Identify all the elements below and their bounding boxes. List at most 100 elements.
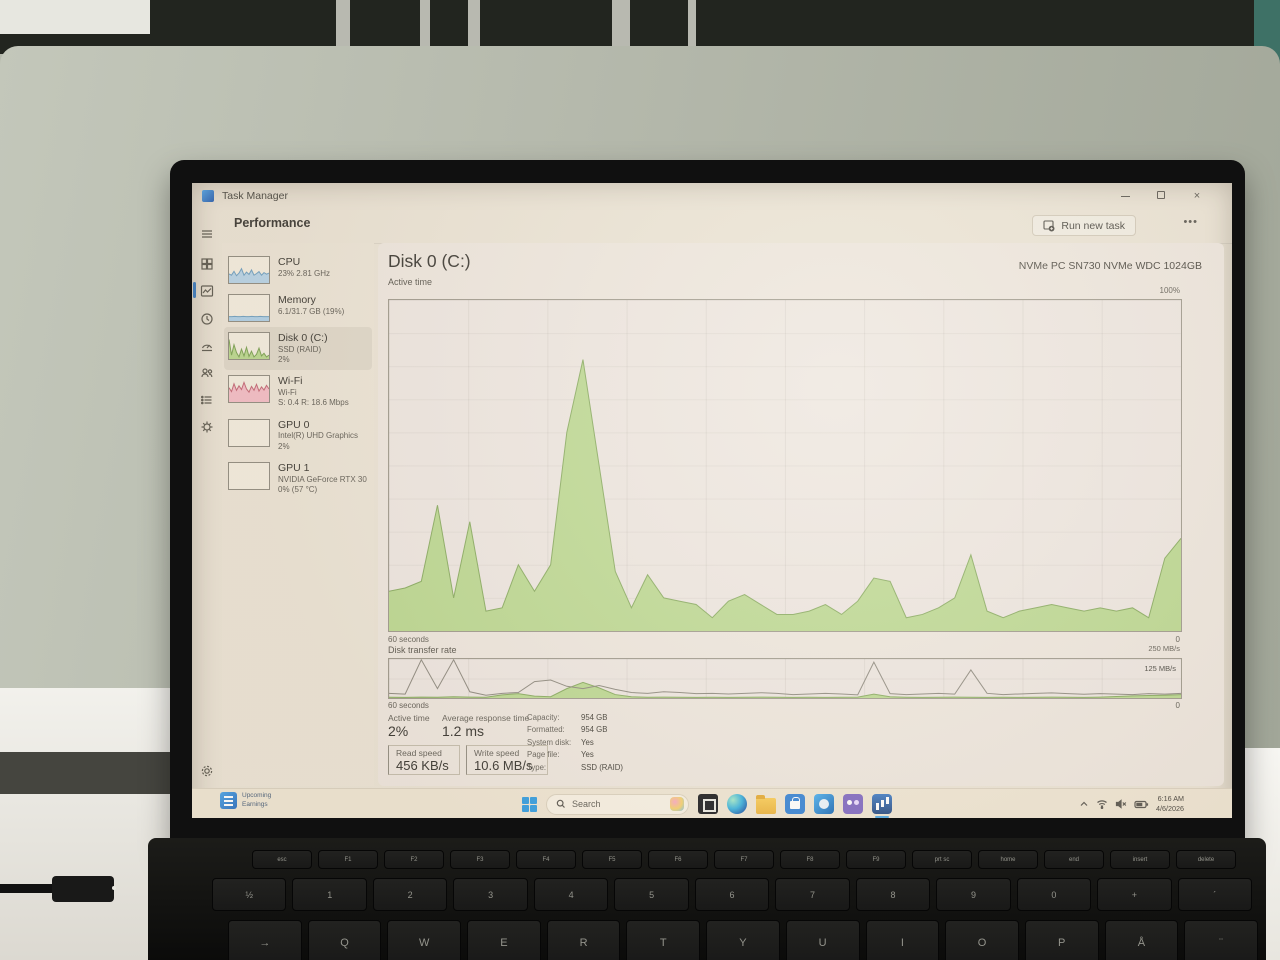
maximize-button[interactable] xyxy=(1154,190,1168,202)
desk-shadow xyxy=(0,752,184,794)
people-app-icon[interactable] xyxy=(843,794,863,814)
item-detail: 6.1/31.7 GB (19%) xyxy=(278,306,345,316)
tray-chevron-icon[interactable] xyxy=(1079,800,1089,808)
keyboard-key: end xyxy=(1044,850,1104,869)
stat-value: 456 KB/s xyxy=(396,758,449,773)
file-explorer-icon[interactable] xyxy=(756,795,776,814)
menu-icon[interactable] xyxy=(200,227,214,241)
run-new-task-button[interactable]: Run new task xyxy=(1032,215,1136,236)
keyboard-key: esc xyxy=(252,850,312,869)
table-row: Page file: Yes xyxy=(527,750,594,760)
search-box[interactable]: Search xyxy=(546,793,689,815)
startup-apps-icon[interactable] xyxy=(200,339,214,353)
blind-bar xyxy=(612,0,630,46)
keyboard-key: ½ xyxy=(212,878,287,911)
wifi-icon[interactable] xyxy=(1096,799,1108,809)
details-icon[interactable] xyxy=(200,393,214,407)
active-time-chart xyxy=(388,299,1182,632)
table-row: Formatted: 954 GB xyxy=(527,725,608,735)
laptop: Task Manager × Performance Run new task … xyxy=(170,160,1245,850)
tray-time: 6:16 AM xyxy=(1157,793,1184,803)
chart1-zero-label: 0 xyxy=(1175,635,1180,644)
taskbar: Upcoming Earnings Search xyxy=(192,788,1232,818)
sidebar-item-gpu1[interactable]: GPU 1 NVIDIA GeForce RTX 30 0% (57 °C) xyxy=(224,457,372,500)
clock[interactable]: 6:16 AM 4/6/2026 xyxy=(1156,794,1184,814)
stat-value: 10.6 MB/s xyxy=(474,758,533,773)
item-name: Disk 0 (C:) xyxy=(278,332,328,344)
more-options-button[interactable]: ••• xyxy=(1183,216,1198,228)
cpu-sparkline xyxy=(228,256,270,284)
keyboard-key: 3 xyxy=(453,878,528,911)
keyboard-row-function: esc F1 F2 F3 F4 F5 F6 F7 F8 F9 prt sc home end insert… xyxy=(252,850,1236,869)
item-detail2: 2% xyxy=(278,354,290,364)
keyboard-key: T xyxy=(626,920,701,960)
wifi-sparkline xyxy=(228,375,270,404)
widgets-icon xyxy=(220,792,237,810)
nav-rail xyxy=(192,209,222,788)
task-manager-taskbar-icon[interactable] xyxy=(872,794,892,818)
edge-icon[interactable] xyxy=(727,794,747,814)
page-title: Disk 0 (C:) xyxy=(388,251,471,271)
keyboard-key: F6 xyxy=(648,850,708,869)
performance-icon[interactable] xyxy=(200,284,214,298)
table-row: Type: SSD (RAID) xyxy=(527,762,624,772)
keyboard-key: W xyxy=(387,920,462,960)
widgets-button[interactable]: Upcoming Earnings xyxy=(220,792,271,810)
close-button[interactable]: × xyxy=(1193,190,1201,202)
keyboard-key: Å xyxy=(1104,920,1179,960)
keyboard-key: + xyxy=(1097,878,1172,911)
keyboard-key: Y xyxy=(706,920,780,960)
stat-read-speed: Read speed 456 KB/s xyxy=(388,745,460,775)
chart1-max-label: 100% xyxy=(1159,286,1180,295)
minimize-button[interactable] xyxy=(1118,190,1132,202)
titlebar: Task Manager xyxy=(192,183,1232,209)
keyboard-key: F2 xyxy=(384,850,444,869)
chart2-zero-label: 0 xyxy=(1175,701,1180,710)
keyboard-key: 2 xyxy=(372,878,448,911)
sidebar-item-gpu0[interactable]: GPU 0 Intel(R) UHD Graphics 2% xyxy=(224,414,372,457)
item-detail: Wi-Fi xyxy=(278,387,297,397)
charger-cable xyxy=(0,884,56,893)
laptop-screen: Task Manager × Performance Run new task … xyxy=(192,183,1232,818)
tray-date: 4/6/2026 xyxy=(1156,804,1184,813)
volume-muted-icon[interactable] xyxy=(1115,799,1127,809)
sidebar-item-memory[interactable]: Memory 6.1/31.7 GB (19%) xyxy=(224,289,372,327)
start-button[interactable] xyxy=(522,796,537,812)
app-history-icon[interactable] xyxy=(200,312,214,326)
keyboard-row-numbers: ½ 1 2 3 4 5 6 7 8 9 0 + ´ xyxy=(212,878,1253,911)
keyboard-key: E xyxy=(467,920,541,960)
keyboard-key: F5 xyxy=(582,850,642,869)
sidebar-item-cpu[interactable]: CPU 23% 2.81 GHz xyxy=(224,251,372,289)
table-row: Capacity: 954 GB xyxy=(527,713,608,722)
ceiling xyxy=(0,0,150,34)
keyboard-key: → xyxy=(228,920,302,960)
task-view-button[interactable] xyxy=(698,794,718,814)
keyboard-row-qwerty: → Q W E R T Y U I O P Å ¨ xyxy=(228,920,1258,960)
keyboard-key: F9 xyxy=(846,850,906,869)
keyboard-key: 4 xyxy=(533,878,609,911)
processes-icon[interactable] xyxy=(200,257,214,271)
item-detail2: S: 0.4 R: 18.6 Mbps xyxy=(278,398,349,408)
settings-gear-icon[interactable] xyxy=(200,764,214,778)
microsoft-store-icon[interactable] xyxy=(785,794,805,814)
keyboard-key: ¨ xyxy=(1184,920,1258,960)
search-highlight-icon xyxy=(670,797,684,811)
services-icon[interactable] xyxy=(200,420,214,434)
tab-performance[interactable]: Performance xyxy=(234,216,311,230)
keyboard-key: 6 xyxy=(694,878,770,911)
system-tray: 6:16 AM 4/6/2026 xyxy=(1079,791,1184,817)
photos-icon[interactable] xyxy=(814,794,834,814)
keyboard-key: I xyxy=(865,920,940,960)
item-detail: 23% 2.81 GHz xyxy=(278,268,331,278)
taskbar-center: Search xyxy=(522,791,892,818)
sidebar-item-disk0[interactable]: Disk 0 (C:) SSD (RAID) 2% xyxy=(224,327,372,371)
keyboard-key: O xyxy=(945,920,1019,960)
gpu1-sparkline xyxy=(228,462,270,491)
battery-icon[interactable] xyxy=(1134,800,1149,809)
window-title: Task Manager xyxy=(222,190,288,202)
users-icon[interactable] xyxy=(200,366,214,380)
transfer-rate-chart-label: Disk transfer rate xyxy=(388,645,457,655)
sidebar-item-wifi[interactable]: Wi-Fi Wi-Fi S: 0.4 R: 18.6 Mbps xyxy=(224,370,372,413)
item-name: CPU xyxy=(278,256,301,268)
